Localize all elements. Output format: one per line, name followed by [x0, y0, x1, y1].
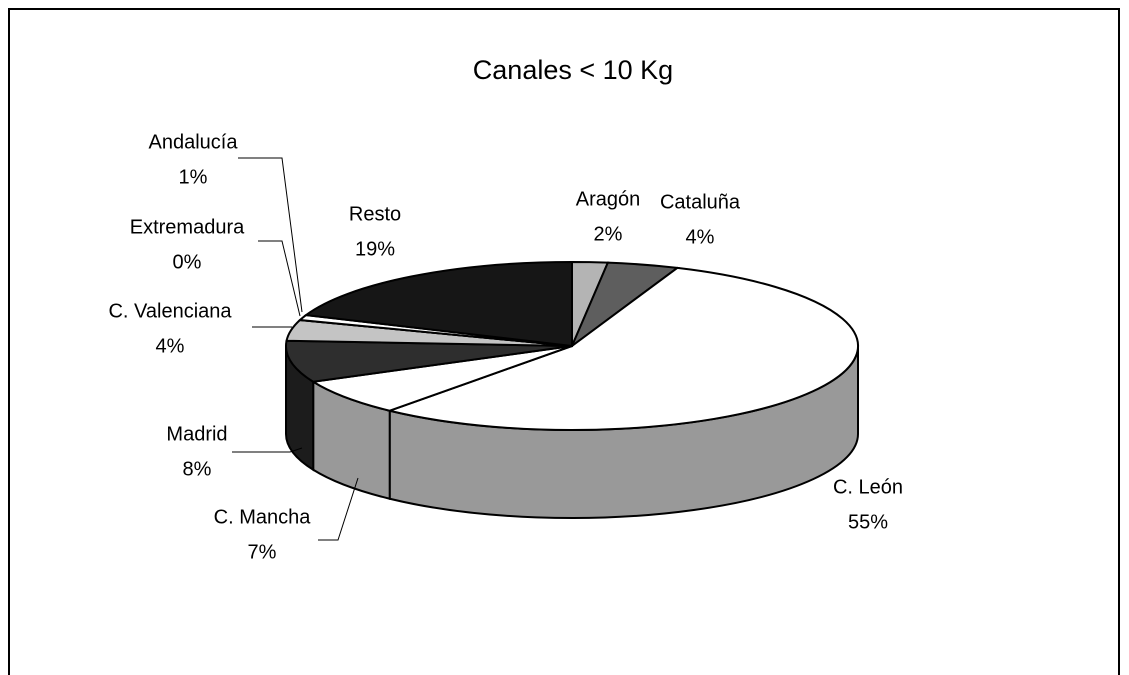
data-label-value: 1% [179, 166, 208, 188]
data-label-name: Andalucía [149, 131, 239, 153]
data-label-value: 55% [848, 511, 888, 533]
data-label-name: Aragón [576, 188, 641, 210]
slice [386, 266, 859, 431]
chart-title: Canales < 10 Kg [473, 55, 673, 85]
data-label-value: 0% [173, 251, 202, 273]
leader-line [258, 240, 301, 317]
data-label-name: C. Valenciana [108, 300, 232, 322]
data-label-value: 7% [248, 541, 277, 563]
data-label-value: 2% [594, 223, 623, 245]
data-label-value: 4% [686, 226, 715, 248]
labels: Aragón 2% Cataluña 4% C. León 55% C. Mancha 7% M… [108, 131, 903, 563]
data-label-name: Madrid [166, 423, 227, 445]
leader-line [238, 157, 303, 313]
leader-line [318, 477, 359, 541]
data-label-name: Cataluña [660, 191, 741, 213]
pie [285, 260, 859, 519]
data-label-value: 8% [183, 458, 212, 480]
data-label-name: Resto [349, 203, 401, 225]
data-label-name: C. León [833, 476, 903, 498]
slice [303, 260, 573, 348]
slice [285, 339, 573, 383]
data-label-name: Extremadura [130, 216, 245, 238]
chart-frame [8, 8, 1120, 675]
data-label-value: 4% [156, 335, 185, 357]
leader-line [232, 447, 303, 453]
data-label-value: 19% [355, 238, 395, 260]
data-label-name: C. Mancha [214, 506, 312, 528]
